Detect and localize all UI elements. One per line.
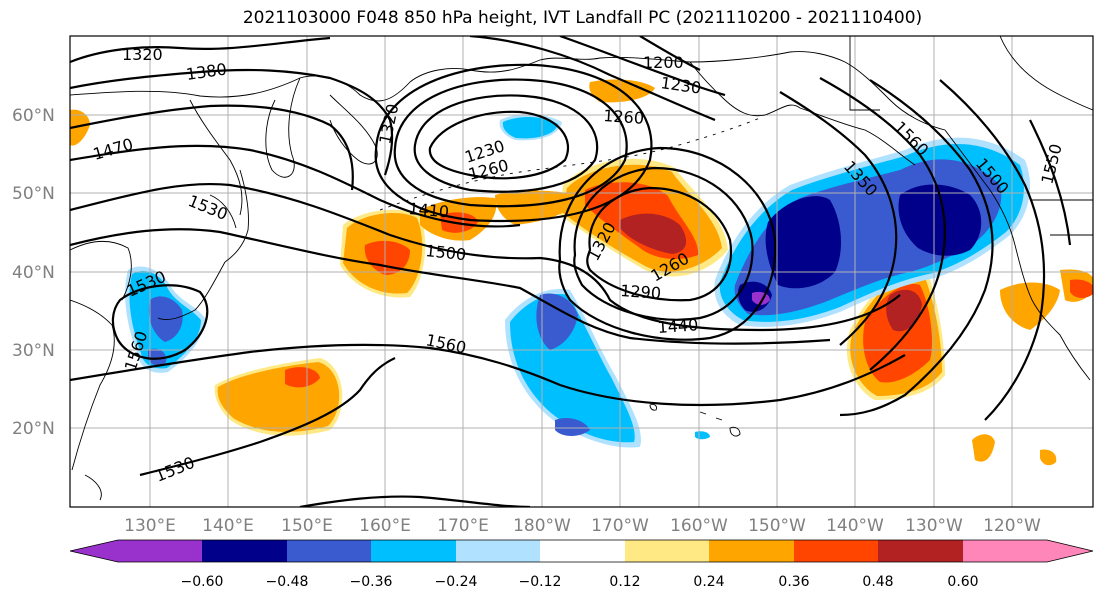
ivt-negative-region	[502, 116, 558, 139]
ivt-positive-region	[285, 367, 320, 388]
contour-label: 1410	[408, 199, 450, 221]
longitude-label: 160°W	[670, 516, 728, 536]
colorbar-outline	[69, 539, 1094, 563]
contour-label: 1290	[620, 281, 662, 303]
longitude-label: 150°W	[748, 516, 806, 536]
colorbar-tick-label: 0.60	[947, 574, 978, 590]
colorbar-segment	[540, 540, 625, 562]
ivt-positive-region	[1070, 279, 1093, 298]
colorbar-segment	[70, 540, 118, 562]
colorbar-tick-label: 0.12	[609, 574, 640, 590]
colorbar-tick-label: 0.36	[778, 574, 809, 590]
longitude-label: 160°E	[359, 516, 411, 536]
longitude-label: 140°E	[202, 516, 254, 536]
colorbar-tick-label: −0.48	[266, 574, 309, 590]
colorbar-segment	[118, 540, 202, 562]
ivt-negative-region	[898, 184, 982, 256]
map-title: 2021103000 F048 850 hPa height, IVT Land…	[242, 8, 923, 28]
colorbar-tick-label: −0.24	[435, 574, 478, 590]
ivt-positive-region	[495, 190, 580, 225]
latitude-label: 40°N	[12, 263, 55, 283]
longitude-label: 170°W	[591, 516, 649, 536]
longitude-label: 180°W	[513, 516, 571, 536]
contour-label: 1260	[603, 106, 645, 128]
height-contours	[70, 36, 1072, 507]
latitude-label: 60°N	[12, 106, 55, 126]
contour-label: 1200	[643, 53, 684, 72]
longitude-label: 170°E	[437, 516, 489, 536]
ivt-negative-region	[536, 293, 578, 350]
latitude-label: 20°N	[12, 419, 55, 439]
colorbar-segment	[709, 540, 794, 562]
latitude-labels: 60°N 50°N 40°N 30°N 20°N	[12, 106, 55, 439]
ivt-positive-region	[620, 213, 687, 254]
longitude-label: 130°W	[905, 516, 963, 536]
longitude-labels: 130°E 140°E 150°E 160°E 170°E 180°W 170°…	[124, 516, 1041, 536]
colorbar-segment	[287, 540, 371, 562]
ivt-negative-region	[148, 348, 167, 366]
contour-label: 1500	[425, 241, 467, 264]
colorbar-segment	[1047, 540, 1093, 562]
colorbar-segment	[878, 540, 963, 562]
colorbar: −0.60 −0.48 −0.36 −0.24 −0.12 0.12 0.24 …	[69, 539, 1094, 590]
longitude-label: 140°W	[826, 516, 884, 536]
colorbar-segment	[371, 540, 456, 562]
colorbar-tick-label: −0.36	[350, 574, 393, 590]
colorbar-tick-label: −0.12	[519, 574, 562, 590]
ivt-negative-region	[555, 418, 590, 436]
latitude-label: 30°N	[12, 341, 55, 361]
colorbar-tick-label: −0.60	[181, 574, 224, 590]
graticule	[70, 36, 1093, 507]
longitude-label: 150°E	[281, 516, 333, 536]
latitude-label: 50°N	[12, 184, 55, 204]
map-frame	[69, 35, 1094, 508]
colorbar-tick-label: 0.48	[862, 574, 893, 590]
ivt-negative-region	[765, 196, 842, 289]
colorbar-tick-label: 0.24	[693, 574, 724, 590]
ivt-positive-region	[364, 240, 410, 275]
ivt-positive-region	[972, 434, 995, 462]
ivt-positive-region	[1000, 282, 1060, 330]
longitude-label: 130°E	[124, 516, 176, 536]
colorbar-segment	[456, 540, 540, 562]
colorbar-segment	[794, 540, 878, 562]
ivt-positive-region	[1040, 449, 1057, 466]
colorbar-segment	[963, 540, 1047, 562]
colorbar-segment	[625, 540, 709, 562]
longitude-label: 120°W	[983, 516, 1041, 536]
contour-label: 1320	[122, 45, 163, 64]
contour-label: 1440	[657, 315, 699, 337]
ivt-positive-region	[70, 109, 90, 146]
colorbar-segment	[202, 540, 287, 562]
